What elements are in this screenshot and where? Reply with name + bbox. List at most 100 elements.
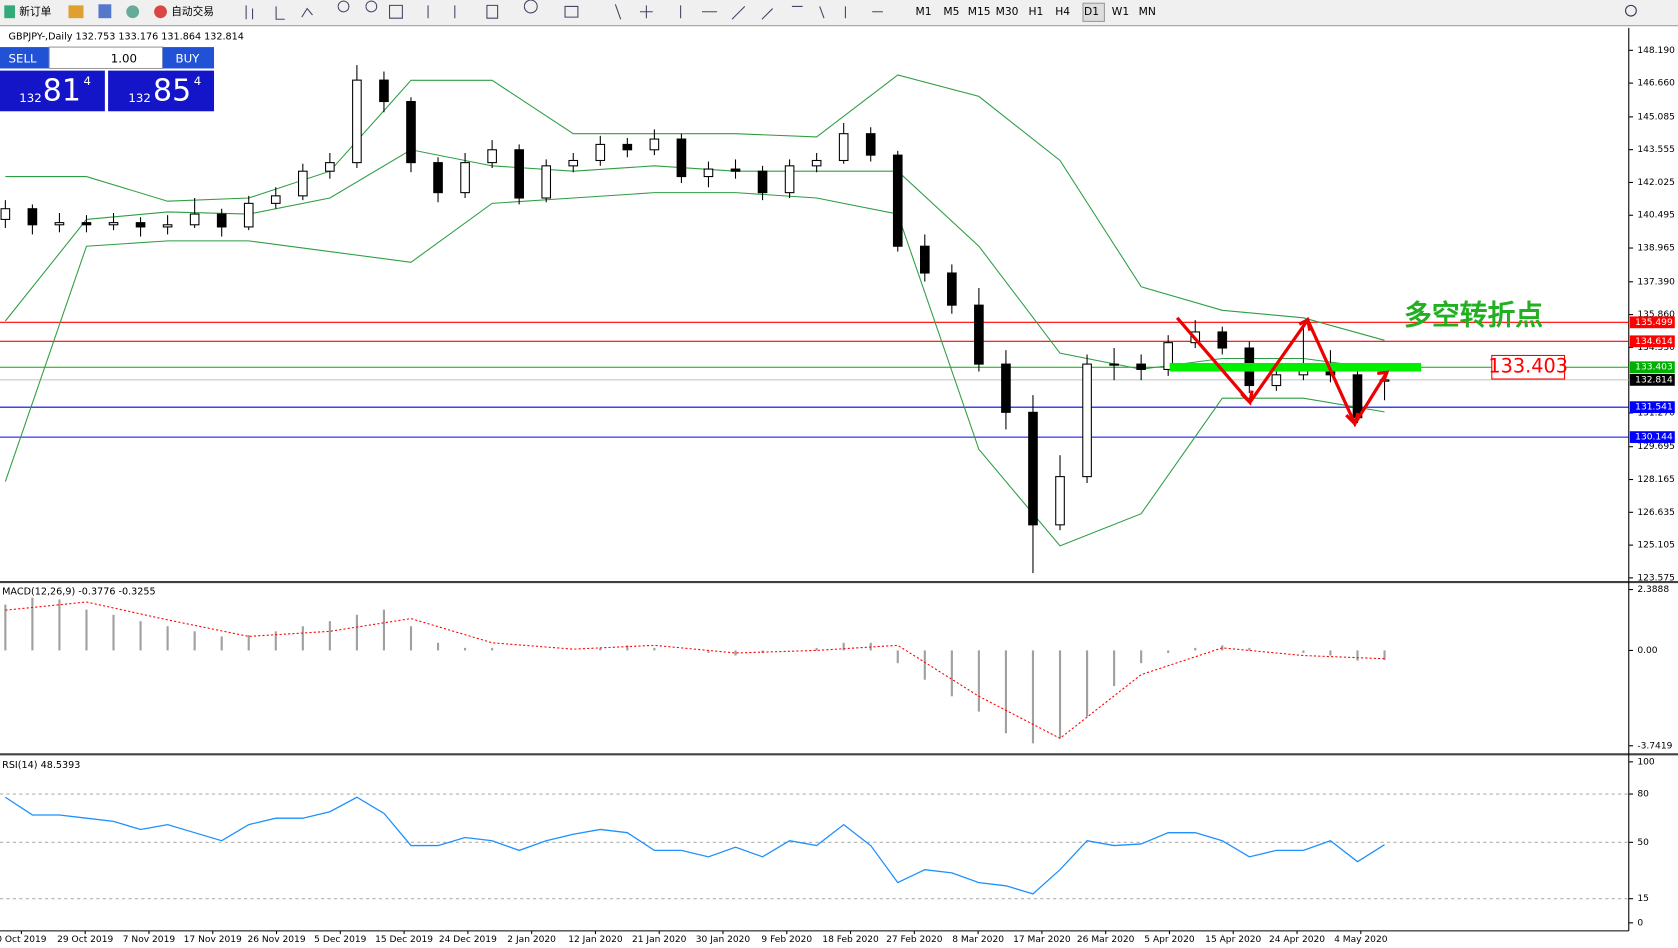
candle-body [433,162,443,194]
x-tick-label: 27 Feb 2020 [886,935,943,945]
level-label-bg [1629,361,1675,374]
candle-body [487,149,497,164]
trade-panel: SELL 1.00 BUY 132 81 4 132 85 4 [0,46,215,112]
candle-body [757,170,768,194]
new-order[interactable]: 新订单 [19,5,51,18]
candle-body [135,222,146,228]
candle-body [568,159,579,167]
icon[interactable] [4,5,15,19]
x-tick-label: 12 Jan 2020 [568,935,623,945]
buy-button[interactable] [162,47,215,69]
y-tick-label: 142.025 [1637,178,1675,188]
candle-body [974,304,984,365]
candle-body [325,162,335,172]
icon[interactable] [126,5,140,19]
x-tick-label: 26 Nov 2019 [247,935,305,945]
timeframe-button[interactable]: M1 [916,5,932,18]
macd-tick-label: 0.00 [1637,646,1657,656]
level-label-bg [1629,335,1675,348]
level-label-bg [1629,401,1675,414]
candle-body [1055,476,1065,526]
auto-trading[interactable]: 自动交易 [171,5,214,18]
candle-body [243,202,254,228]
tool-icons[interactable] [245,0,883,20]
candle-body [1271,374,1282,387]
y-tick-label: 128.165 [1637,475,1675,485]
macd-signal [5,601,1385,739]
timeframe-button[interactable]: W1 [1112,5,1129,18]
sell-label[interactable]: SELL [9,51,37,65]
macd-tick-label: -3.7419 [1637,741,1672,751]
x-tick-label: 29 Oct 2019 [57,935,113,945]
x-tick-label: 9 Feb 2020 [761,935,812,945]
x-tick-label: 0 Oct 2019 [0,935,47,945]
icon[interactable] [98,4,112,19]
y-tick-label: 143.555 [1637,145,1675,155]
timeframe-button[interactable]: D1 [1084,5,1099,18]
candle-body [108,222,119,226]
candle-body [1163,342,1174,370]
rsi-line [4,796,1385,895]
toolbar [0,0,1678,26]
candle-body [595,143,606,162]
x-tick-label: 5 Apr 2020 [1144,935,1195,945]
y-tick-label: 146.660 [1637,79,1675,89]
sell-button[interactable] [0,47,50,69]
sell-frac: 4 [83,74,91,88]
level-label: 131.541 [1635,403,1673,413]
x-tick-label: 4 May 2020 [1334,935,1388,945]
timeframe-button[interactable]: H4 [1055,5,1070,18]
bollinger-upper [5,74,1385,341]
x-tick-label: 18 Feb 2020 [822,935,879,945]
x-tick-label: 8 Mar 2020 [952,935,1004,945]
candle-body [54,222,65,226]
sell-big: 132 [19,91,41,105]
x-tick-label: 15 Dec 2019 [375,935,433,945]
rsi-label: RSI(14) 48.5393 [2,760,80,771]
rsi-tick-label: 15 [1637,894,1649,904]
timeframe-button[interactable]: H1 [1028,5,1043,18]
buy-price-box[interactable] [108,70,215,112]
timeframe-button[interactable]: MN [1139,5,1156,18]
bollinger-lower [4,192,1385,547]
candle-body [1136,363,1146,370]
timeframe-button[interactable]: M5 [943,5,959,18]
candle-body [1109,363,1119,366]
candle-body [838,133,849,162]
candle-body [892,154,903,247]
candle-body [649,138,660,151]
buy-label[interactable]: BUY [176,51,201,65]
buy-big: 132 [128,91,150,105]
timeframe-button[interactable]: M30 [996,5,1019,18]
lots-input[interactable] [48,46,164,70]
timeframe-button[interactable]: M15 [968,5,991,18]
candle-body [622,143,633,151]
candle-body [1352,374,1363,419]
icon[interactable] [68,5,84,19]
x-tick-label: 7 Nov 2019 [123,935,176,945]
search-icon[interactable] [1625,4,1637,17]
macd-tick-label: 2.3888 [1637,585,1669,595]
candle-body [730,168,741,172]
x-tick-label: 24 Dec 2019 [439,935,497,945]
pivot-bar [1169,362,1422,372]
candle-body [811,159,822,167]
active-timeframe[interactable] [1082,2,1105,22]
candle-body [919,245,930,274]
candle-body [0,208,11,220]
y-tick-label: 135.860 [1637,310,1675,320]
y-tick-label: 145.085 [1637,112,1675,122]
x-tick-label: 5 Dec 2019 [314,935,366,945]
candle-body [189,213,200,226]
sell-price-box[interactable] [0,70,105,112]
level-label-bg [1629,431,1675,443]
candle-body [784,165,795,194]
y-tick-label: 126.635 [1637,508,1675,518]
y-tick-label: 125.105 [1637,541,1675,551]
bollinger-middle [4,149,1385,370]
icon[interactable] [154,5,167,19]
arrow-heads [1240,317,1390,427]
rsi-tick-label: 0 [1637,918,1643,928]
lots[interactable]: 1.00 [111,51,137,65]
